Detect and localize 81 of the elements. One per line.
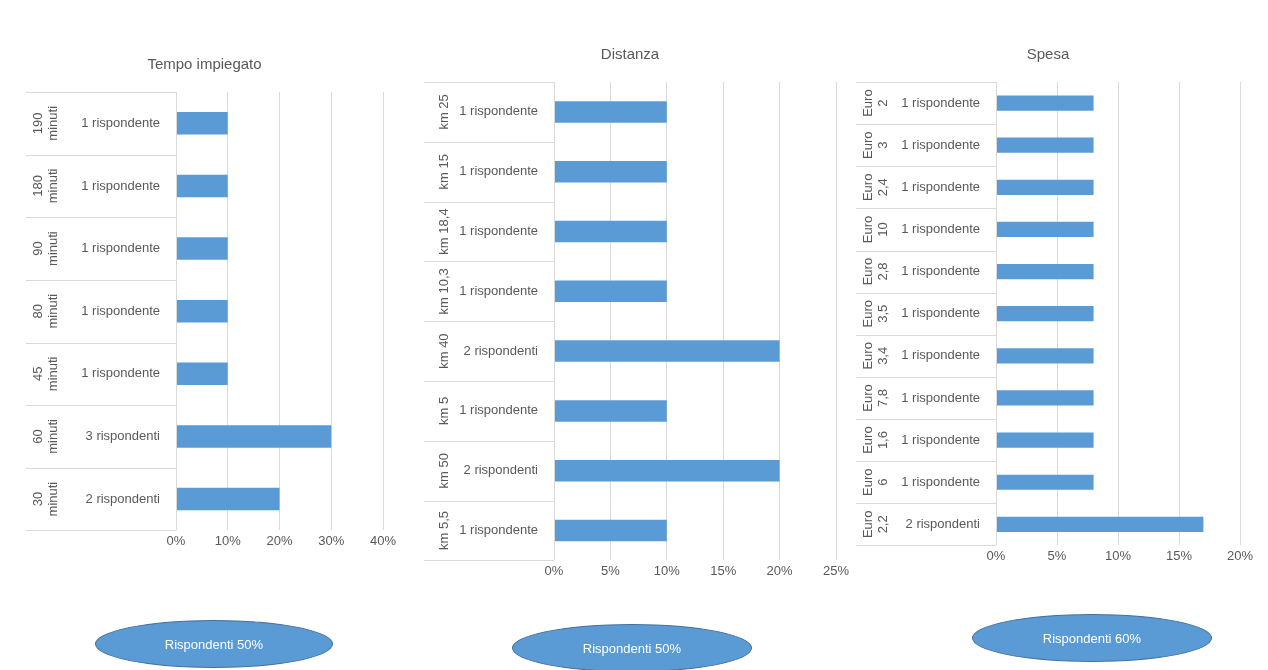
oval-shape: Rispondenti 50%: [512, 624, 752, 670]
y-tick-label: 1 rispondente: [81, 240, 160, 256]
y-tick-label: 1 rispondente: [901, 305, 980, 321]
y-tick-label: 1 rispondente: [901, 221, 980, 237]
text: km 18,4: [435, 208, 451, 255]
y-tick-label: 1 rispondente: [901, 94, 980, 110]
y-tick-label: 1 rispondente: [901, 389, 980, 405]
bar: [176, 299, 228, 323]
text: km 5: [435, 396, 451, 425]
bar: [176, 112, 228, 135]
bar: [176, 425, 332, 448]
x-tick-label: 15%: [710, 562, 737, 578]
y-tick-label: 1 rispondente: [901, 347, 980, 363]
x-tick-label: 15%: [1165, 547, 1193, 563]
text: Euro 10: [860, 215, 891, 244]
text: 90 minuti: [30, 231, 61, 266]
x-tick-label: 10%: [1104, 547, 1132, 563]
y-tick-label: 1 rispondente: [901, 136, 980, 152]
x-tick-label: 10%: [653, 562, 681, 578]
y-tick-label: 2 rispondenti: [905, 515, 981, 531]
text: km 25: [435, 94, 451, 130]
oval-shape: Rispondenti 60%: [972, 614, 1212, 662]
y-tick-label: 3 rispondenti: [85, 428, 161, 444]
text: 80 minuti: [30, 293, 61, 329]
text: km 40: [435, 333, 451, 369]
text: 30 minuti: [30, 481, 61, 517]
text: km 5,5: [435, 510, 451, 551]
text: km 50: [435, 453, 451, 489]
y-tick-label: 1 rispondente: [459, 223, 538, 239]
y-tick-label: 1 rispondente: [459, 522, 538, 538]
x-tick-label: 0%: [166, 532, 186, 548]
y-tick-label: 1 rispondente: [81, 114, 160, 130]
text: km 15: [435, 154, 451, 190]
y-tick-label: 1 rispondente: [901, 178, 980, 194]
y-tick-label: 1 rispondente: [459, 282, 538, 298]
text: Euro 1,6: [860, 426, 891, 454]
text: 190 minuti: [30, 105, 61, 141]
y-tick-label: 1 rispondente: [459, 163, 538, 179]
chart-title: Spesa: [1026, 45, 1070, 63]
chart-title: Tempo impiegato: [147, 55, 262, 73]
text: Euro 3,4: [860, 342, 891, 370]
text: Euro 2,8: [860, 257, 891, 286]
text: Euro 2,2: [860, 510, 891, 539]
x-tick-label: 0%: [986, 547, 1006, 563]
x-tick-label: 0%: [544, 562, 564, 578]
y-tick-label: 1 rispondente: [459, 402, 538, 418]
y-tick-label: 2 rispondenti: [463, 342, 539, 358]
y-tick-label: 1 rispondente: [459, 103, 538, 119]
x-tick-label: 30%: [318, 532, 345, 548]
x-tick-label: 40%: [369, 532, 397, 548]
x-tick-label: 25%: [822, 562, 850, 578]
x-tick-label: 20%: [266, 532, 293, 548]
text: 180 minuti: [30, 168, 61, 204]
x-tick-label: 20%: [1226, 547, 1254, 563]
y-tick-label: 1 rispondente: [901, 473, 980, 489]
bar: [176, 362, 228, 386]
text: km 10,3: [435, 268, 451, 315]
text: Euro 2: [860, 89, 891, 117]
y-tick-label: 2 rispondenti: [463, 462, 539, 478]
bar: [176, 174, 228, 198]
bar: [176, 487, 280, 511]
x-tick-label: 20%: [766, 562, 794, 578]
text: Euro 3,5: [860, 299, 891, 328]
text: Euro 7,8: [860, 384, 891, 412]
x-tick-label: 5%: [601, 562, 621, 578]
x-tick-label: 5%: [1047, 547, 1067, 563]
y-tick-label: 2 rispondenti: [85, 490, 161, 506]
y-tick-label: 1 rispondente: [81, 365, 160, 381]
chart-title: Distanza: [600, 45, 660, 63]
y-tick-label: 1 rispondente: [81, 177, 160, 193]
bar: [176, 237, 228, 260]
x-tick-label: 10%: [214, 532, 242, 548]
oval-shape: Rispondenti 50%: [95, 620, 333, 668]
text: Euro 6: [860, 468, 891, 496]
text: 45 minuti: [30, 356, 61, 392]
y-tick-label: 1 rispondente: [901, 431, 980, 447]
text: Euro 2,4: [860, 173, 891, 202]
y-tick-label: 1 rispondente: [901, 263, 980, 279]
y-tick-label: 1 rispondente: [81, 302, 160, 318]
text: Euro 3: [860, 131, 891, 159]
text: 60 minuti: [30, 419, 61, 454]
